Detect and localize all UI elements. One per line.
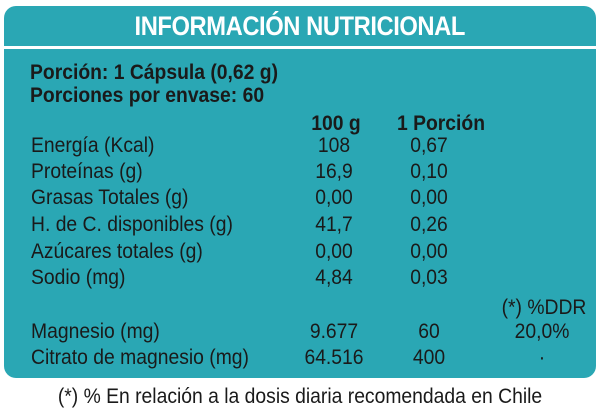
nutrient-label: Citrato de magnesio (mg) — [31, 346, 249, 369]
nutrient-row-magnesio: Magnesio (mg) 9.677 60 20,0% — [4, 320, 596, 348]
nutrient-value-portion: 0,10 — [410, 160, 448, 183]
nutrient-value-ddr: · — [538, 346, 546, 369]
nutrient-value-portion: 0,26 — [410, 213, 448, 236]
nutrient-value-ddr: 20,0% — [514, 320, 570, 343]
nutrient-value-portion: 60 — [418, 320, 440, 343]
nutrient-value-portion: 0,67 — [410, 134, 448, 157]
column-header-portion: 1 Porción — [396, 112, 486, 135]
nutrition-facts-panel: INFORMACIÓN NUTRICIONAL Porción: 1 Cápsu… — [4, 6, 596, 378]
nutrient-value-portion: 0,00 — [410, 240, 448, 263]
servings-per-container: Porciones por envase: 60 — [30, 84, 265, 107]
nutrition-title: INFORMACIÓN NUTRICIONAL — [134, 10, 466, 41]
nutrient-row-energia: Energía (Kcal) 108 0,67 — [4, 134, 596, 162]
nutrient-row-grasas: Grasas Totales (g) 0,00 0,00 — [4, 186, 596, 214]
nutrient-value-portion: 0,00 — [410, 186, 448, 209]
ddr-footnote: (*) % En relación a la dosis diaria reco… — [57, 385, 543, 408]
nutrient-row-azucares: Azúcares totales (g) 0,00 0,00 — [4, 240, 596, 268]
nutrient-value-100g: 16,9 — [315, 160, 353, 183]
nutrient-value-100g: 108 — [317, 134, 351, 157]
nutrient-value-100g: 64.516 — [304, 346, 364, 369]
nutrient-value-100g: 4,84 — [315, 266, 353, 289]
nutrient-row-proteinas: Proteínas (g) 16,9 0,10 — [4, 160, 596, 188]
nutrient-label: Sodio (mg) — [31, 266, 126, 289]
nutrient-label: Energía (Kcal) — [31, 134, 155, 157]
nutrient-value-portion: 0,03 — [410, 266, 448, 289]
column-header-ddr: (*) %DDR — [501, 296, 587, 319]
serving-size: Porción: 1 Cápsula (0,62 g) — [30, 61, 279, 84]
nutrient-value-100g: 0,00 — [315, 240, 353, 263]
column-header-100g: 100 g — [311, 112, 361, 135]
nutrient-value-100g: 9.677 — [309, 320, 359, 343]
nutrient-value-portion: 400 — [412, 346, 446, 369]
nutrient-row-citrato: Citrato de magnesio (mg) 64.516 400 · — [4, 346, 596, 374]
nutrient-label: Grasas Totales (g) — [31, 186, 189, 209]
nutrient-row-carbohidratos: H. de C. disponibles (g) 41,7 0,26 — [4, 213, 596, 241]
nutrient-value-100g: 0,00 — [315, 186, 353, 209]
nutrition-header: INFORMACIÓN NUTRICIONAL — [4, 6, 596, 49]
nutrient-row-sodio: Sodio (mg) 4,84 0,03 — [4, 266, 596, 294]
nutrient-label: Proteínas (g) — [31, 160, 143, 183]
nutrient-label: H. de C. disponibles (g) — [31, 213, 233, 236]
nutrient-value-100g: 41,7 — [315, 213, 353, 236]
nutrient-label: Azúcares totales (g) — [31, 240, 203, 263]
nutrient-label: Magnesio (mg) — [31, 320, 160, 343]
